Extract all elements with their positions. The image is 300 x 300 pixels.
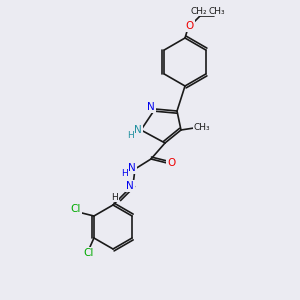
Text: N: N bbox=[147, 102, 155, 112]
Text: N: N bbox=[126, 181, 134, 191]
Text: H: H bbox=[128, 131, 134, 140]
Text: O: O bbox=[167, 158, 175, 168]
Text: CH₃: CH₃ bbox=[194, 124, 210, 133]
Text: CH₂: CH₂ bbox=[191, 7, 207, 16]
Text: CH₃: CH₃ bbox=[209, 7, 225, 16]
Text: O: O bbox=[186, 21, 194, 31]
Text: N: N bbox=[134, 125, 142, 135]
Text: H: H bbox=[122, 169, 128, 178]
Text: Cl: Cl bbox=[84, 248, 94, 258]
Text: N: N bbox=[128, 163, 136, 173]
Text: H: H bbox=[112, 193, 118, 202]
Text: Cl: Cl bbox=[71, 204, 81, 214]
